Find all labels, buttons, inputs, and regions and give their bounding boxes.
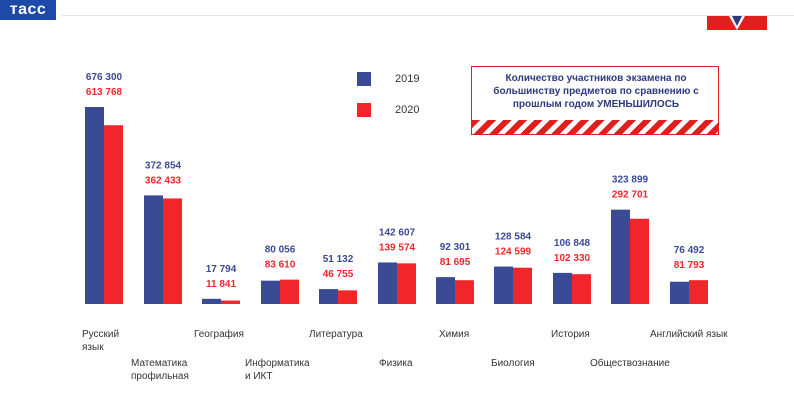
bar-2020-3 <box>280 279 299 304</box>
value-label-2019-2: 17 794 <box>206 264 237 275</box>
bar-2019-3 <box>261 280 280 304</box>
bar-2020-0 <box>104 125 123 304</box>
bar-2020-8 <box>572 274 591 304</box>
value-label-2020-0: 613 768 <box>86 87 123 98</box>
bar-2019-2 <box>202 298 221 304</box>
value-label-2019-0: 676 300 <box>86 72 123 83</box>
value-label-2020-1: 362 433 <box>145 175 182 186</box>
bar-2019-7 <box>494 266 513 304</box>
value-label-2019-7: 128 584 <box>495 232 532 243</box>
emblem-icon <box>707 16 767 30</box>
legend-label-2020: 2020 <box>395 104 420 116</box>
category-label-6: Химия <box>439 329 469 340</box>
value-label-2019-3: 80 056 <box>265 245 296 256</box>
value-label-2020-8: 102 330 <box>554 253 591 264</box>
note-text: Количество участников экзамена по больши… <box>493 73 699 110</box>
note-box: Количество участников экзамена по больши… <box>471 66 719 135</box>
value-label-2020-3: 83 610 <box>265 260 296 271</box>
value-label-2020-7: 124 599 <box>495 247 532 258</box>
value-label-2020-4: 46 755 <box>323 269 354 280</box>
bar-2019-5 <box>378 262 397 304</box>
bar-2020-7 <box>513 267 532 304</box>
note-stripes <box>472 120 718 134</box>
category-label-1: Математика профильная <box>131 358 189 382</box>
category-label-3: Информатика и ИКТ <box>245 357 310 382</box>
category-label-9: Обществознание <box>590 357 670 369</box>
bar-2020-6 <box>455 280 474 304</box>
category-label-2: География <box>194 328 244 340</box>
value-label-2020-2: 11 841 <box>206 279 236 290</box>
bar-2019-4 <box>319 289 338 304</box>
bar-2020-5 <box>397 263 416 304</box>
value-label-2019-10: 76 492 <box>674 245 705 256</box>
bar-2020-2 <box>221 300 240 304</box>
legend-swatch-2019 <box>357 72 371 86</box>
value-label-2019-1: 372 854 <box>145 160 182 171</box>
bar-2020-9 <box>630 218 649 304</box>
value-label-2019-5: 142 607 <box>379 227 416 238</box>
category-label-10: Английский язык <box>650 329 728 340</box>
value-label-2019-8: 106 848 <box>554 238 591 249</box>
legend-item-2020: 2020 <box>357 103 477 123</box>
bar-2019-10 <box>670 281 689 304</box>
value-label-2019-4: 51 132 <box>323 254 354 265</box>
bar-2020-1 <box>163 198 182 304</box>
legend-label-2019: 2019 <box>395 73 420 85</box>
value-label-2020-5: 139 574 <box>379 242 416 253</box>
category-label-8: История <box>551 329 590 340</box>
top-divider <box>62 15 794 16</box>
legend-swatch-2020 <box>357 103 371 117</box>
category-label-5: Физика <box>379 358 413 369</box>
bar-2019-1 <box>144 195 163 304</box>
category-label-4: Литература <box>309 329 363 340</box>
bar-2019-9 <box>611 209 630 304</box>
tass-logo: тасс <box>0 0 56 20</box>
value-label-2019-9: 323 899 <box>612 175 649 186</box>
value-label-2020-6: 81 695 <box>440 257 471 268</box>
value-label-2020-9: 292 701 <box>612 190 649 201</box>
bar-2020-10 <box>689 280 708 304</box>
bar-2019-0 <box>85 107 104 304</box>
category-label-0: Русский язык <box>82 329 119 353</box>
legend-item-2019: 2019 <box>357 72 477 92</box>
bar-2020-4 <box>338 290 357 304</box>
bar-2019-8 <box>553 272 572 304</box>
value-label-2020-10: 81 793 <box>674 260 705 271</box>
value-label-2019-6: 92 301 <box>440 242 471 253</box>
category-label-7: Биология <box>491 358 535 369</box>
bar-2019-6 <box>436 277 455 304</box>
